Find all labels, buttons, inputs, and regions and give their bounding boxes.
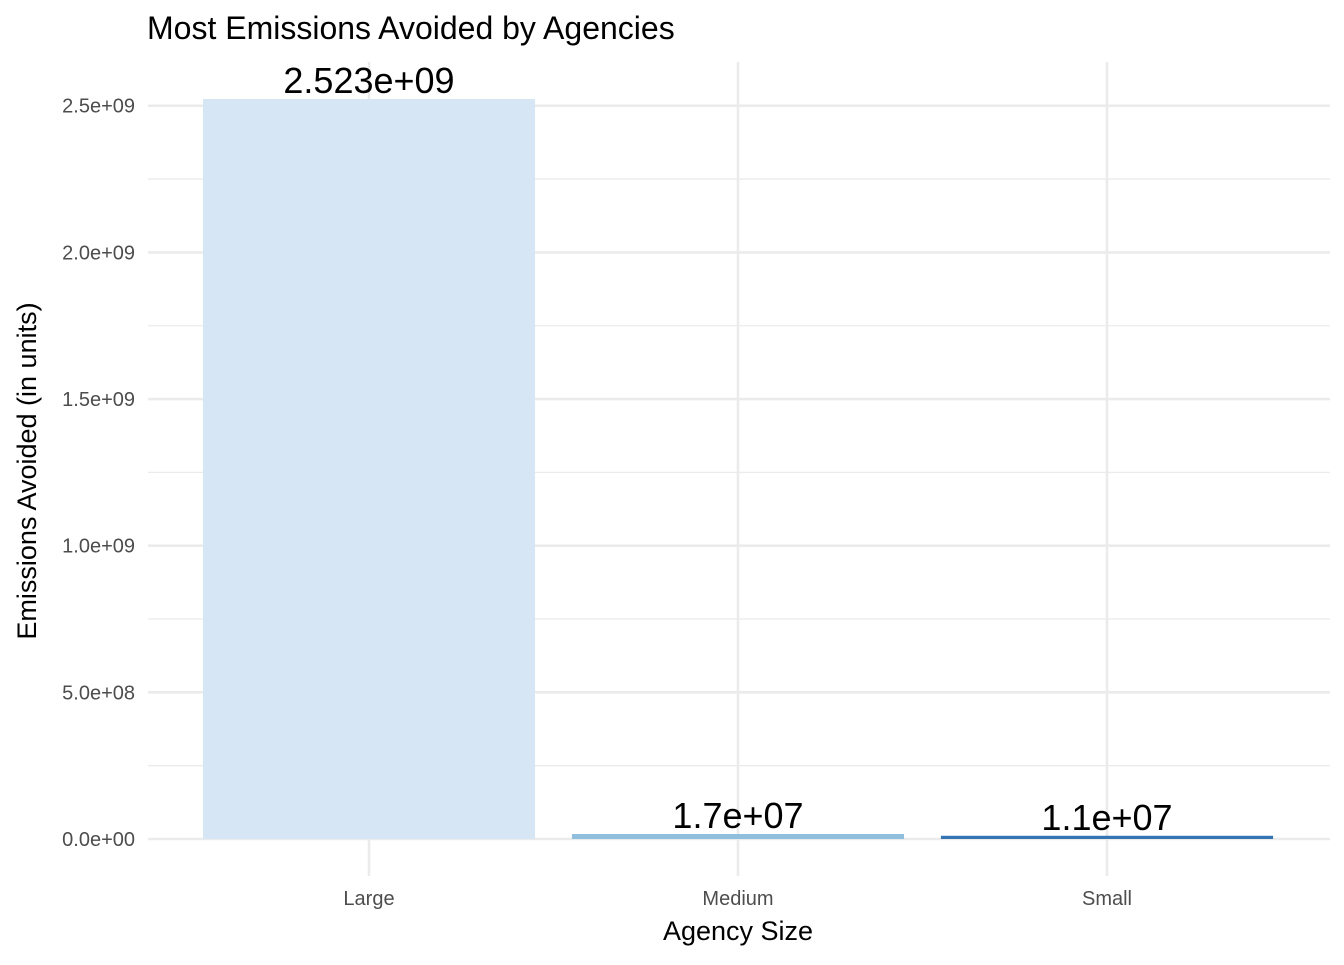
y-axis-title: Emissions Avoided (in units): [12, 302, 42, 639]
data-label-medium: 1.7e+07: [672, 795, 803, 836]
x-tick-label-medium: Medium: [702, 888, 773, 910]
data-label-small: 1.1e+07: [1041, 797, 1172, 838]
y-tick-label: 1.5e+09: [62, 389, 135, 411]
x-axis-title: Agency Size: [663, 916, 813, 946]
data-labels: 2.523e+09 1.7e+07 1.1e+07: [283, 60, 1172, 838]
x-axis-ticks: Large Medium Small: [343, 888, 1132, 910]
bars: [202, 99, 1274, 839]
y-tick-label: 0.0e+00: [62, 829, 135, 851]
y-axis-ticks: 0.0e+00 5.0e+08 1.0e+09 1.5e+09 2.0e+09 2.5e+…: [62, 96, 135, 851]
chart-title: Most Emissions Avoided by Agencies: [147, 10, 675, 46]
x-tick-label-small: Small: [1082, 888, 1132, 910]
bar-large: [202, 99, 536, 839]
data-label-large: 2.523e+09: [283, 60, 454, 101]
y-tick-label: 1.0e+09: [62, 536, 135, 558]
y-tick-label: 2.0e+09: [62, 242, 135, 264]
y-tick-label: 2.5e+09: [62, 96, 135, 118]
y-tick-label: 5.0e+08: [62, 682, 135, 704]
bar-medium: [571, 834, 905, 839]
x-tick-label-large: Large: [343, 888, 394, 910]
bar-small: [940, 835, 1274, 839]
